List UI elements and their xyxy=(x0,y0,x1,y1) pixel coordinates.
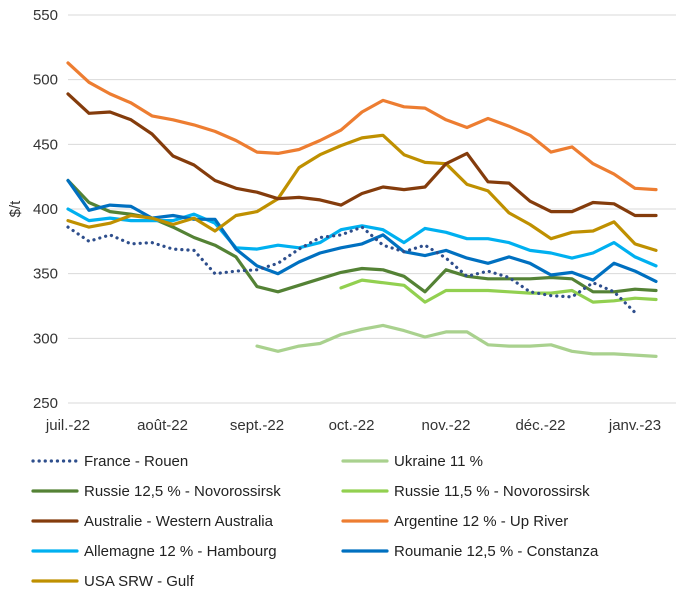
x-tick-label: août-22 xyxy=(137,417,188,434)
legend-item: Australie - Western Australia xyxy=(31,513,274,530)
legend-item: Russie 11,5 % - Novorossirsk xyxy=(341,483,590,500)
legend-label: Roumanie 12,5 % - Constanza xyxy=(394,543,599,560)
legend-label: USA SRW - Gulf xyxy=(84,573,195,589)
x-tick-label: déc.-22 xyxy=(515,417,565,434)
gridlines xyxy=(68,14,676,404)
x-tick-label: nov.-22 xyxy=(422,417,471,434)
y-tick-label: 300 xyxy=(33,330,58,347)
legend-item: Ukraine 11 % xyxy=(341,453,483,470)
x-tick-label: juil.-22 xyxy=(45,417,90,434)
legend-label: Argentine 12 % - Up River xyxy=(394,513,568,530)
legend-item: Argentine 12 % - Up River xyxy=(341,513,568,530)
x-tick-label: sept.-22 xyxy=(230,417,284,434)
legend-label: France - Rouen xyxy=(84,453,188,470)
series-line-france-rouen xyxy=(66,225,637,315)
legend-item: Russie 12,5 % - Novorossirsk xyxy=(31,483,281,500)
legend-label: Australie - Western Australia xyxy=(84,513,274,530)
series-line-roumanie-12-5-constanza xyxy=(66,178,658,283)
series-line-russie-11-5-novorossirsk xyxy=(339,278,658,304)
series-line-argentine-12-up-river xyxy=(66,61,658,192)
series-line-allemagne-12-hambourg xyxy=(66,207,658,268)
y-tick-label: 350 xyxy=(33,266,58,283)
x-tick-label: oct.-22 xyxy=(329,417,375,434)
y-axis-tick-labels: 250 300 350 400 450 500 550 xyxy=(33,7,58,412)
legend-item: Roumanie 12,5 % - Constanza xyxy=(341,543,599,560)
x-axis-tick-labels: juil.-22 août-22 sept.-22 oct.-22 nov.-22 déc… xyxy=(45,417,661,434)
series-line-ukraine-11 xyxy=(255,323,658,358)
series-line-usa-srw-gulf xyxy=(66,133,658,252)
y-axis-label: $/t xyxy=(7,200,24,218)
legend-item: USA SRW - Gulf xyxy=(31,573,195,589)
legend: France - Rouen Ukraine 11 % Russie 12,5 % … xyxy=(31,453,599,589)
legend-label: Ukraine 11 % xyxy=(394,453,483,470)
y-tick-label: 550 xyxy=(33,7,58,24)
legend-label: Russie 12,5 % - Novorossirsk xyxy=(84,483,281,500)
legend-item: Allemagne 12 % - Hambourg xyxy=(31,543,277,560)
series-line-australie-western-australia xyxy=(66,92,658,218)
y-tick-label: 500 xyxy=(33,72,58,89)
y-tick-label: 450 xyxy=(33,136,58,153)
legend-label: Russie 11,5 % - Novorossirsk xyxy=(394,483,590,500)
series-lines xyxy=(66,61,658,358)
series-line-russie-12-5-novorossirsk xyxy=(66,178,658,294)
x-tick-label: janv.-23 xyxy=(608,417,661,434)
legend-label: Allemagne 12 % - Hambourg xyxy=(84,543,277,560)
y-tick-label: 250 xyxy=(33,395,58,412)
legend-item: France - Rouen xyxy=(31,453,188,470)
y-tick-label: 400 xyxy=(33,201,58,218)
